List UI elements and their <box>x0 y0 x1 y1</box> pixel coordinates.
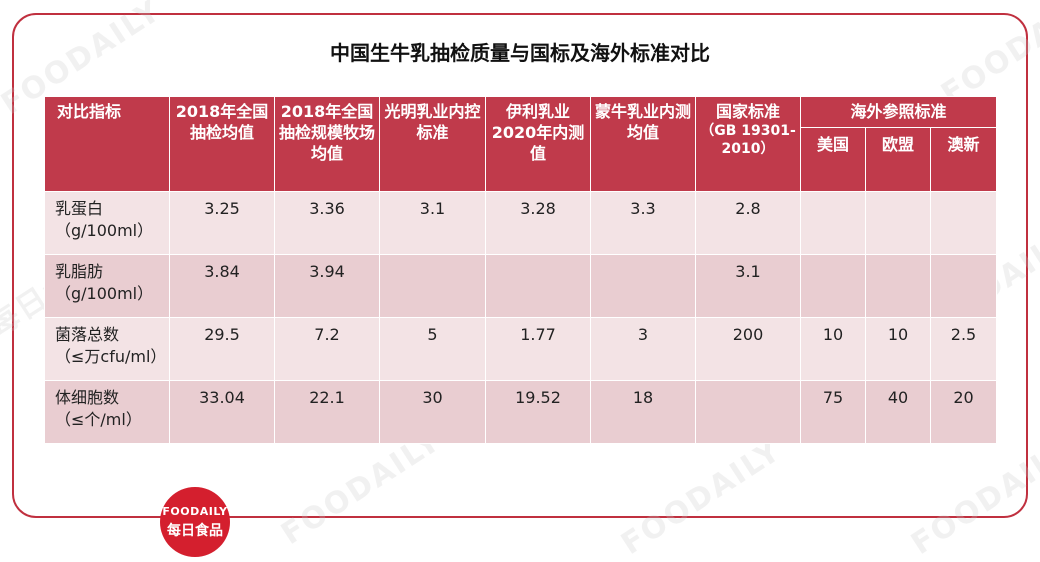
row-name: 乳脂肪 <box>55 262 104 281</box>
cell: 10 <box>865 317 931 381</box>
cell <box>865 254 931 318</box>
cell: 33.04 <box>169 380 275 444</box>
border-frame <box>12 13 1028 518</box>
cell: 3.94 <box>274 254 380 318</box>
cell: 3.25 <box>169 191 275 255</box>
row-label: 体细胞数 （≤个/ml） <box>44 380 170 444</box>
row-name: 菌落总数 <box>55 325 120 344</box>
row-unit: （≤万cfu/ml） <box>55 347 167 366</box>
foodaily-logo: FOODAILY 每日食品 <box>160 487 230 557</box>
cell: 3.1 <box>379 191 486 255</box>
cell: 1.77 <box>485 317 591 381</box>
cell: 7.2 <box>274 317 380 381</box>
cell <box>695 380 801 444</box>
row-name: 乳蛋白 <box>55 199 104 218</box>
cell <box>379 254 486 318</box>
cell: 3.3 <box>590 191 696 255</box>
header-bright-dairy: 光明乳业内控标准 <box>379 96 486 192</box>
header-mengniu: 蒙牛乳业内测均值 <box>590 96 696 192</box>
cell: 75 <box>800 380 866 444</box>
cell: 3.1 <box>695 254 801 318</box>
table-row: 乳脂肪 （g/100ml） 3.84 3.94 3.1 <box>44 254 998 318</box>
header-national-2018-ranch: 2018年全国抽检规模牧场均值 <box>274 96 380 192</box>
row-name: 体细胞数 <box>55 388 120 407</box>
national-standard-label: 国家标准 <box>715 102 780 121</box>
cell: 2.5 <box>929 317 998 381</box>
table-row: 乳蛋白 （g/100ml） 3.25 3.36 3.1 3.28 3.3 2.8 <box>44 191 998 255</box>
header-indicator: 对比指标 <box>44 96 170 192</box>
cell <box>800 191 866 255</box>
comparison-table: 对比指标 2018年全国抽检均值 2018年全国抽检规模牧场均值 光明乳业内控标… <box>44 96 998 444</box>
header-eu: 欧盟 <box>865 127 931 192</box>
cell <box>865 191 931 255</box>
row-label: 乳脂肪 （g/100ml） <box>44 254 170 318</box>
page-title: 中国生牛乳抽检质量与国标及海外标准对比 <box>330 41 710 65</box>
cell: 29.5 <box>169 317 275 381</box>
cell <box>929 191 998 255</box>
cell: 22.1 <box>274 380 380 444</box>
cell: 3.36 <box>274 191 380 255</box>
row-label: 菌落总数 （≤万cfu/ml） <box>44 317 170 381</box>
cell <box>590 254 696 318</box>
cell <box>800 254 866 318</box>
cell: 5 <box>379 317 486 381</box>
cell: 10 <box>800 317 866 381</box>
cell: 18 <box>590 380 696 444</box>
cell <box>929 254 998 318</box>
logo-text-cn: 每日食品 <box>167 523 223 539</box>
logo-text-en: FOODAILY <box>162 505 228 518</box>
cell: 30 <box>379 380 486 444</box>
cell: 19.52 <box>485 380 591 444</box>
national-standard-code: （GB 19301-2010） <box>700 123 796 157</box>
cell: 20 <box>929 380 998 444</box>
cell: 3 <box>590 317 696 381</box>
cell: 3.28 <box>485 191 591 255</box>
row-label: 乳蛋白 （g/100ml） <box>44 191 170 255</box>
header-australia: 澳新 <box>929 127 998 192</box>
header-national-2018-avg: 2018年全国抽检均值 <box>169 96 275 192</box>
row-unit: （g/100ml） <box>55 221 154 240</box>
cell: 200 <box>695 317 801 381</box>
cell <box>485 254 591 318</box>
cell: 3.84 <box>169 254 275 318</box>
table-row: 体细胞数 （≤个/ml） 33.04 22.1 30 19.52 18 75 4… <box>44 380 998 444</box>
table-row: 菌落总数 （≤万cfu/ml） 29.5 7.2 5 1.77 3 200 10… <box>44 317 998 381</box>
header-overseas: 海外参照标准 <box>799 96 998 128</box>
row-unit: （g/100ml） <box>55 284 154 303</box>
header-usa: 美国 <box>800 127 866 192</box>
row-unit: （≤个/ml） <box>55 410 142 429</box>
header-national-standard: 国家标准 （GB 19301-2010） <box>695 96 801 192</box>
header-yili-2020: 伊利乳业2020年内测值 <box>485 96 591 192</box>
cell: 2.8 <box>695 191 801 255</box>
cell: 40 <box>865 380 931 444</box>
